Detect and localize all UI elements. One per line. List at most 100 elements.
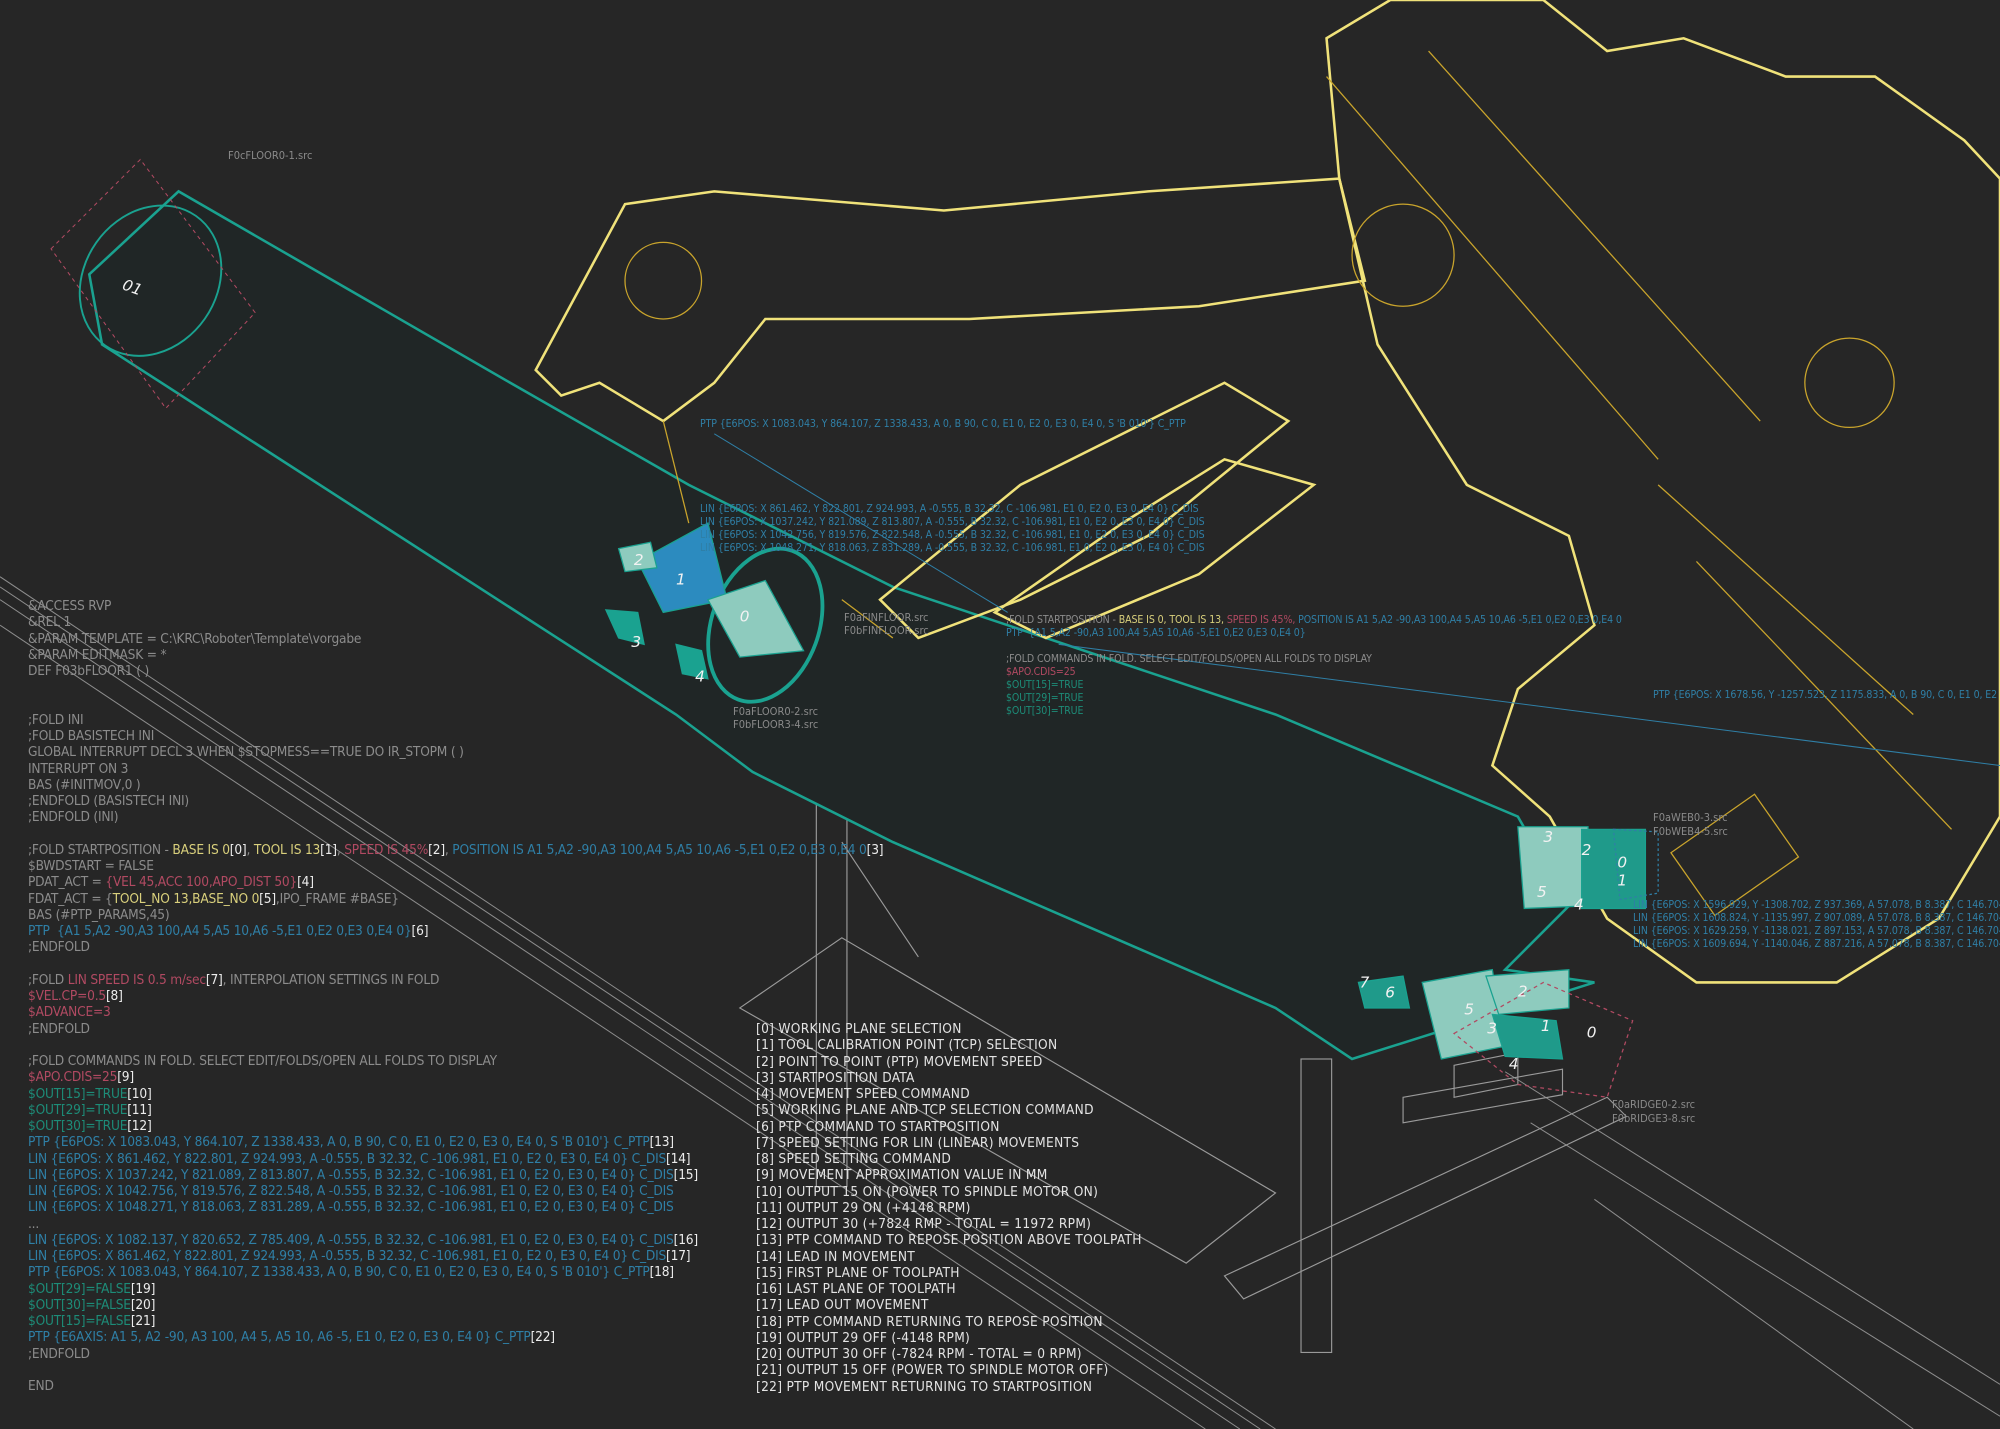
code-line: $OUT[29]=TRUE[11] (28, 1102, 883, 1118)
code-token: LIN {E6POS: X 861.462, Y 822.801, Z 924.… (28, 1150, 667, 1167)
code-token: $APO.CDIS=25 (28, 1069, 118, 1086)
legend-item: [11] OUTPUT 29 ON (+4148 RPM) (756, 1199, 971, 1216)
file-label-web-b: F0bWEB4-5.src (1653, 825, 1728, 838)
code-token: {VEL 45,ACC 100,APO_DIST 50} (105, 874, 298, 891)
reference-index: [0] (229, 841, 247, 858)
code-token: ;FOLD COMMANDS IN FOLD. SELECT EDIT/FOLD… (28, 1053, 497, 1069)
web-number: 1 (1617, 871, 1627, 889)
code-token: BASE IS 0, TOOL IS 13, (1118, 614, 1227, 626)
code-token: INTERRUPT ON 3 (28, 760, 129, 777)
ridge-number: 0 (1587, 1023, 1597, 1041)
code-token: END (28, 1378, 54, 1394)
legend-item: [13] PTP COMMAND TO REPOSE POSITION ABOV… (756, 1232, 1142, 1249)
file-label-web-a: F0aWEB0-3.src (1653, 811, 1728, 824)
code-line (28, 956, 883, 972)
code-token: PTP {E6POS: X 1083.043, Y 864.107, Z 133… (700, 418, 1186, 430)
end-cap-number: 01 (120, 276, 144, 300)
code-line: ... (28, 1216, 883, 1232)
support-stand (738, 764, 1628, 1354)
code-token: ;FOLD STARTPOSITION - (1006, 614, 1119, 626)
code-line: LIN {E6POS: X 1037.242, Y 821.089, Z 813… (700, 516, 1205, 529)
code-token: $OUT[15]=TRUE (1006, 679, 1084, 691)
reference-index: [2] (428, 841, 445, 858)
code-line: $ADVANCE=3 (28, 1004, 883, 1020)
code-line: PDAT_ACT = {VEL 45,ACC 100,APO_DIST 50}[… (28, 874, 883, 890)
code-line: LIN {E6POS: X 1082.137, Y 820.652, Z 785… (28, 1232, 883, 1248)
ridge-number: 5 (1464, 1000, 1474, 1018)
legend-item: [22] PTP MOVEMENT RETURNING TO STARTPOSI… (756, 1378, 1093, 1395)
code-line: BAS (#INITMOV,0 ) (28, 777, 883, 793)
legend-item: [5] WORKING PLANE AND TCP SELECTION COMM… (756, 1102, 1094, 1119)
legend-item: [9] MOVEMENT APPROXIMATION VALUE IN MM (756, 1167, 1048, 1184)
code-line: $OUT[15]=FALSE[21] (28, 1313, 883, 1329)
reference-index: [8] (105, 988, 123, 1004)
code-token: $APO.CDIS=25 (1006, 666, 1076, 678)
legend-item: [16] LAST PLANE OF TOOLPATH (756, 1281, 956, 1297)
code-line: LIN {E6POS: X 1596.929, Y -1308.702, Z 9… (1633, 899, 2000, 912)
ridge-segments (1357, 968, 1634, 1098)
code-token: POSITION IS A1 5,A2 -90,A3 100,A4 5,A5 1… (1298, 614, 1622, 626)
file-label-floor-b: F0bFLOOR3-4.src (733, 718, 819, 731)
legend-item: [21] OUTPUT 15 OFF (POWER TO SPINDLE MOT… (756, 1362, 1109, 1379)
code-token: LIN {E6POS: X 1048.271, Y 818.063, Z 831… (28, 1199, 674, 1216)
reference-index: [19] (130, 1280, 156, 1297)
code-token: LIN {E6POS: X 1042.756, Y 819.576, Z 822… (28, 1183, 674, 1199)
code-line: PTP {A1 5,A2 -90,A3 100,A4 5,A5 10,A6 -5… (28, 923, 883, 939)
ridge-number: 3 (1487, 1019, 1497, 1037)
code-line: $OUT[30]=TRUE[12] (28, 1118, 883, 1134)
ridge-number: 4 (1509, 1055, 1519, 1073)
legend-item: [6] PTP COMMAND TO STARTPOSITION (756, 1118, 1000, 1135)
code-token: BAS (#INITMOV,0 ) (28, 776, 141, 793)
code-line: ;ENDFOLD (28, 939, 883, 955)
floor-number: 1 (676, 570, 686, 588)
code-line: &REL 1 (28, 614, 883, 630)
code-token: PTP {A1 5,A2 -90,A3 100,A4 5,A5 10,A6 -5… (28, 923, 412, 939)
code-token: BAS (#PTP_PARAMS,45) (28, 906, 170, 923)
code-line: $OUT[30]=FALSE[20] (28, 1297, 883, 1313)
code-line: $BWDSTART = FALSE (28, 858, 883, 874)
code-token: $OUT[15]=FALSE (28, 1313, 131, 1329)
code-line: ;FOLD LIN SPEED IS 0.5 m/sec[7], INTERPO… (28, 972, 883, 988)
segment-numbers: 01 0 1 2 3 4 0 1 2 3 4 5 0 1 2 3 4 5 6 7 (120, 276, 1627, 1073)
code-line: INTERRUPT ON 3 (28, 761, 883, 777)
code-line: ;FOLD INI (28, 712, 883, 728)
file-label-floor-a: F0aFLOOR0-2.src (733, 705, 819, 718)
file-label-ridge-a: F0aRIDGE0-2.src (1612, 1098, 1696, 1111)
reference-index: [13] (649, 1134, 675, 1151)
floor-number: 0 (740, 607, 750, 625)
legend-item: [18] PTP COMMAND RETURNING TO REPOSE POS… (756, 1313, 1103, 1330)
code-line: ;ENDFOLD (INI) (28, 809, 883, 825)
floor-number: 4 (695, 667, 705, 685)
code-token: PDAT_ACT = (28, 874, 106, 891)
code-token: $ADVANCE=3 (28, 1004, 111, 1021)
code-token: ;ENDFOLD (28, 939, 90, 956)
code-line: LIN {E6POS: X 861.462, Y 822.801, Z 924.… (28, 1151, 883, 1167)
code-token: LIN {E6POS: X 861.462, Y 822.801, Z 924.… (28, 1248, 667, 1264)
reference-index: [22] (530, 1329, 556, 1346)
legend-item: [15] FIRST PLANE OF TOOLPATH (756, 1264, 960, 1281)
code-token: ;ENDFOLD (28, 1020, 90, 1037)
code-line: $OUT[29]=TRUE (1006, 692, 1622, 705)
reference-index: [21] (130, 1313, 156, 1329)
code-line: ;FOLD COMMANDS IN FOLD. SELECT EDIT/FOLD… (28, 1053, 883, 1069)
code-token: PTP {E6POS: X 1083.043, Y 864.107, Z 133… (28, 1134, 650, 1151)
legend-item: [12] OUTPUT 30 (+7824 RMP - TOTAL = 1197… (756, 1216, 1092, 1232)
code-line: ;ENDFOLD (BASISTECH INI) (28, 793, 883, 809)
ridge-number: 1 (1541, 1017, 1551, 1035)
code-token: ;FOLD BASISTECH INI (28, 728, 155, 744)
code-token: ;ENDFOLD (BASISTECH INI) (28, 793, 189, 809)
code-line: LIN {E6POS: X 1608.824, Y -1135.997, Z 9… (1633, 912, 2000, 925)
floor-segments (604, 522, 805, 680)
code-token: SPEED IS 45% (344, 841, 429, 858)
robot-detail (624, 50, 1952, 917)
code-line: LIN {E6POS: X 861.462, Y 822.801, Z 924.… (28, 1248, 883, 1264)
reference-index: [16] (673, 1231, 699, 1248)
code-line (28, 679, 883, 695)
legend-item: [20] OUTPUT 30 OFF (-7824 RPM - TOTAL = … (756, 1346, 1082, 1362)
code-line (28, 826, 883, 842)
ridge-number: 6 (1385, 984, 1395, 1002)
code-token: , (444, 841, 453, 858)
code-line: LIN {E6POS: X 1042.756, Y 819.576, Z 822… (28, 1183, 883, 1199)
code-line: END (28, 1378, 883, 1394)
reference-index: [17] (666, 1248, 691, 1264)
